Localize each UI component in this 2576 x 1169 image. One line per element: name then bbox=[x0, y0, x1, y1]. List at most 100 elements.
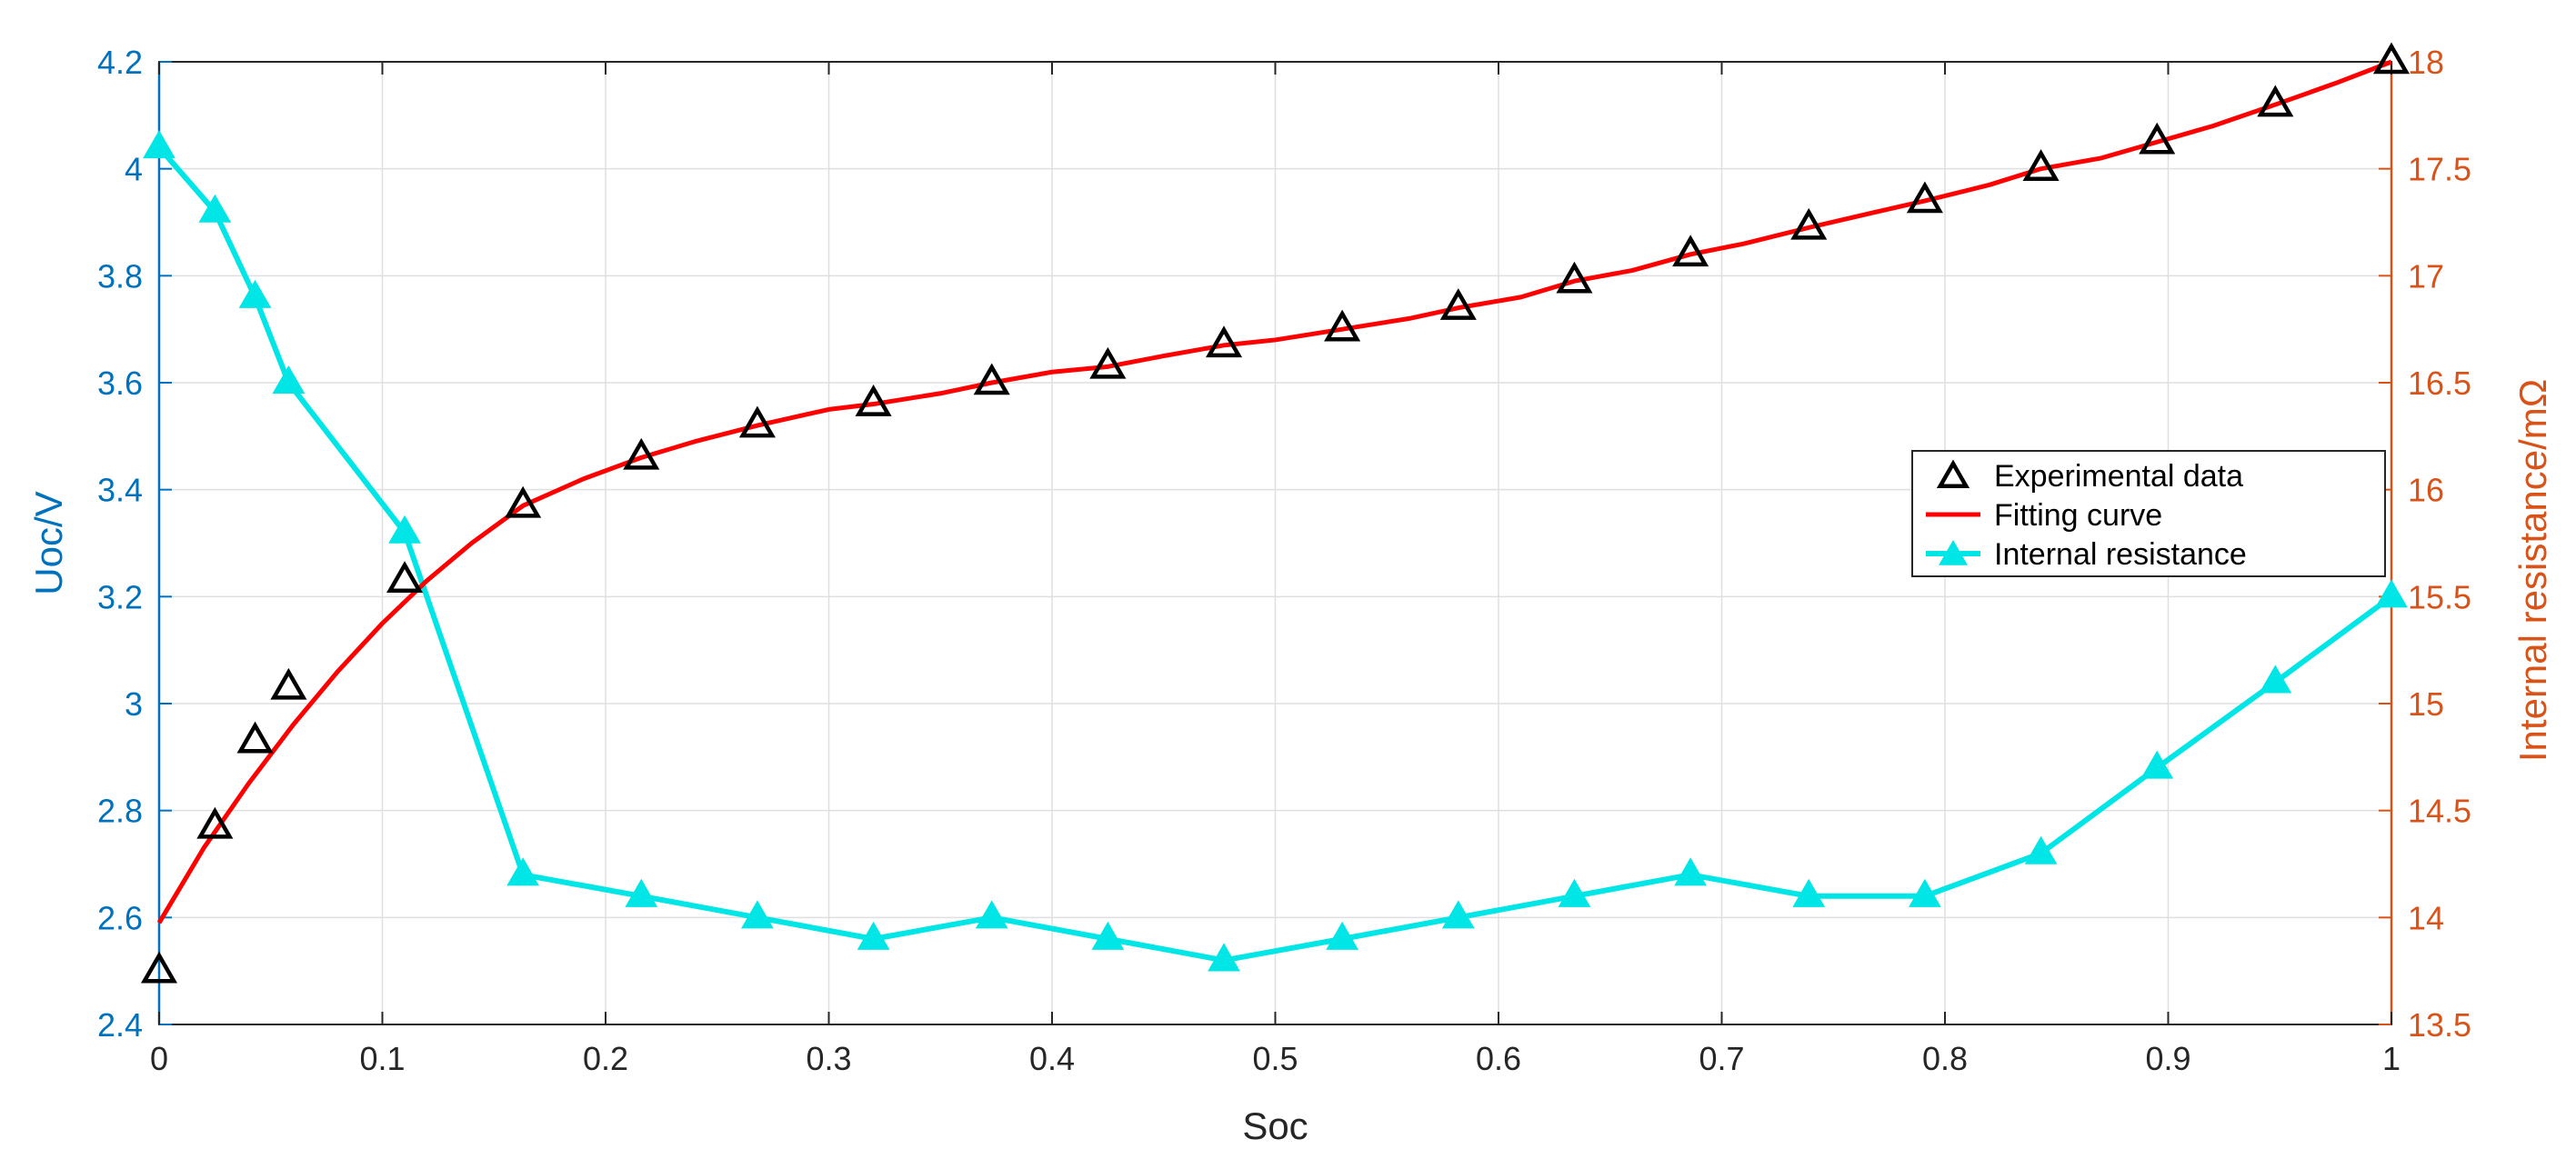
left-tick-label: 4.2 bbox=[97, 44, 143, 81]
right-tick-label: 16 bbox=[2408, 472, 2444, 509]
data-point-marker bbox=[2375, 579, 2408, 608]
right-tick-label: 14 bbox=[2408, 899, 2444, 936]
series-line bbox=[156, 145, 2393, 964]
data-point-marker bbox=[973, 363, 1010, 395]
legend-items: Experimental data Fitting curve Internal r… bbox=[1926, 459, 2247, 572]
data-point-marker bbox=[975, 900, 1008, 929]
data-point-marker bbox=[2259, 664, 2292, 694]
left-tick-label: 2.4 bbox=[97, 1006, 143, 1044]
data-point-marker bbox=[857, 921, 890, 950]
left-tick-label: 3.6 bbox=[97, 365, 143, 402]
data-point-marker bbox=[238, 279, 272, 308]
x-tick-label: 0.7 bbox=[1699, 1040, 1744, 1077]
legend-label: Internal resistance bbox=[1994, 537, 2247, 572]
x-tick-label: 0.4 bbox=[1029, 1040, 1075, 1077]
data-point-marker bbox=[1792, 878, 1826, 907]
left-axis-label: Uoc/V bbox=[27, 491, 70, 594]
x-tick-label: 0.1 bbox=[359, 1040, 405, 1077]
left-axis: 2.4 2.6 2.8 3 3.2 3.4 3.6 3.8 4 4.2 bbox=[97, 44, 172, 1044]
left-tick-label: 3 bbox=[125, 685, 143, 723]
data-point-marker bbox=[1326, 921, 1359, 950]
data-point-marker bbox=[1205, 325, 1243, 358]
x-tick-label: 1 bbox=[2382, 1040, 2401, 1077]
right-tick-label: 15 bbox=[2408, 685, 2444, 723]
data-point-marker bbox=[1674, 857, 1708, 886]
series-internal-resistance bbox=[143, 130, 2408, 972]
data-point-marker bbox=[741, 900, 774, 929]
left-tick-label: 3.4 bbox=[97, 472, 143, 509]
right-tick-label: 14.5 bbox=[2408, 793, 2471, 830]
right-tick-label: 16.5 bbox=[2408, 365, 2471, 402]
data-point-marker bbox=[1790, 207, 1828, 240]
right-axis-label: Internal resistance/mΩ bbox=[2511, 379, 2554, 762]
data-point-marker bbox=[198, 194, 232, 223]
right-tick-label: 15.5 bbox=[2408, 578, 2471, 615]
legend-label: Fitting curve bbox=[1994, 498, 2162, 533]
legend-marker bbox=[1936, 459, 1970, 488]
x-tick-label: 0.9 bbox=[2145, 1040, 2190, 1077]
left-tick-label: 3.2 bbox=[97, 578, 143, 615]
data-point-marker bbox=[1556, 261, 1593, 294]
data-point-marker bbox=[386, 561, 424, 593]
data-point-marker bbox=[2022, 149, 2060, 181]
data-point-marker bbox=[2257, 85, 2294, 117]
data-point-marker bbox=[855, 385, 892, 416]
x-axis: 0 0.1 0.2 0.3 0.4 0.5 0.6 0.7 0.8 0.9 1 bbox=[150, 62, 2401, 1077]
x-tick-label: 0.8 bbox=[1922, 1040, 1968, 1077]
data-point-marker bbox=[270, 667, 307, 700]
data-point-marker bbox=[1906, 181, 1943, 214]
legend-item-internal-resistance: Internal resistance bbox=[1926, 537, 2247, 572]
data-point-marker bbox=[196, 806, 234, 839]
data-point-marker bbox=[1439, 288, 1477, 320]
left-tick-label: 3.8 bbox=[97, 257, 143, 295]
x-tick-label: 0.5 bbox=[1252, 1040, 1298, 1077]
series-line bbox=[156, 59, 2392, 924]
data-point-marker bbox=[1208, 943, 1240, 972]
data-point-marker bbox=[1091, 921, 1125, 950]
data-point-marker bbox=[272, 365, 306, 395]
data-point-marker bbox=[1441, 900, 1475, 929]
x-tick-label: 0.2 bbox=[583, 1040, 628, 1077]
x-tick-label: 0.3 bbox=[806, 1040, 851, 1077]
right-tick-label: 13.5 bbox=[2408, 1006, 2471, 1044]
right-tick-label: 17 bbox=[2408, 257, 2444, 295]
data-point-marker bbox=[2024, 835, 2058, 864]
data-point-marker bbox=[1558, 878, 1591, 907]
x-tick-label: 0 bbox=[150, 1040, 168, 1077]
data-point-marker bbox=[1672, 235, 1709, 267]
data-point-marker bbox=[2139, 122, 2176, 155]
legend-marker bbox=[1939, 539, 1968, 565]
legend-box bbox=[1911, 450, 2386, 577]
x-tick-label: 0.6 bbox=[1476, 1040, 1521, 1077]
data-point-marker bbox=[1324, 309, 1361, 342]
data-point-marker bbox=[1089, 346, 1127, 379]
series-layer bbox=[140, 42, 2411, 984]
data-point-marker bbox=[2140, 750, 2174, 779]
series-fitting-curve bbox=[156, 59, 2392, 924]
data-point-marker bbox=[140, 951, 178, 984]
data-point-marker bbox=[505, 485, 542, 518]
legend-item-experimental-data: Experimental data bbox=[1936, 459, 2243, 494]
left-tick-label: 4 bbox=[125, 151, 143, 188]
data-point-marker bbox=[2372, 42, 2411, 75]
data-point-marker bbox=[143, 130, 175, 159]
right-tick-label: 18 bbox=[2408, 44, 2444, 81]
data-point-marker bbox=[236, 721, 274, 754]
series-experimental-data bbox=[140, 42, 2411, 984]
left-tick-label: 2.8 bbox=[97, 793, 143, 830]
data-point-marker bbox=[388, 515, 421, 544]
x-axis-label: Soc bbox=[1242, 1104, 1308, 1147]
right-axis: 13.5 14 14.5 15 15.5 16 16.5 17 17.5 18 bbox=[2379, 44, 2471, 1044]
data-point-marker bbox=[506, 857, 540, 886]
left-tick-label: 2.6 bbox=[97, 899, 143, 936]
legend: Experimental data Fitting curve Internal r… bbox=[1911, 450, 2386, 577]
data-point-marker bbox=[625, 878, 658, 907]
right-tick-label: 17.5 bbox=[2408, 151, 2471, 188]
legend-label: Experimental data bbox=[1994, 459, 2243, 494]
data-point-marker bbox=[623, 437, 660, 470]
data-point-marker bbox=[1909, 878, 1941, 907]
data-point-marker bbox=[738, 405, 776, 438]
legend-item-fitting-curve: Fitting curve bbox=[1926, 498, 2162, 533]
